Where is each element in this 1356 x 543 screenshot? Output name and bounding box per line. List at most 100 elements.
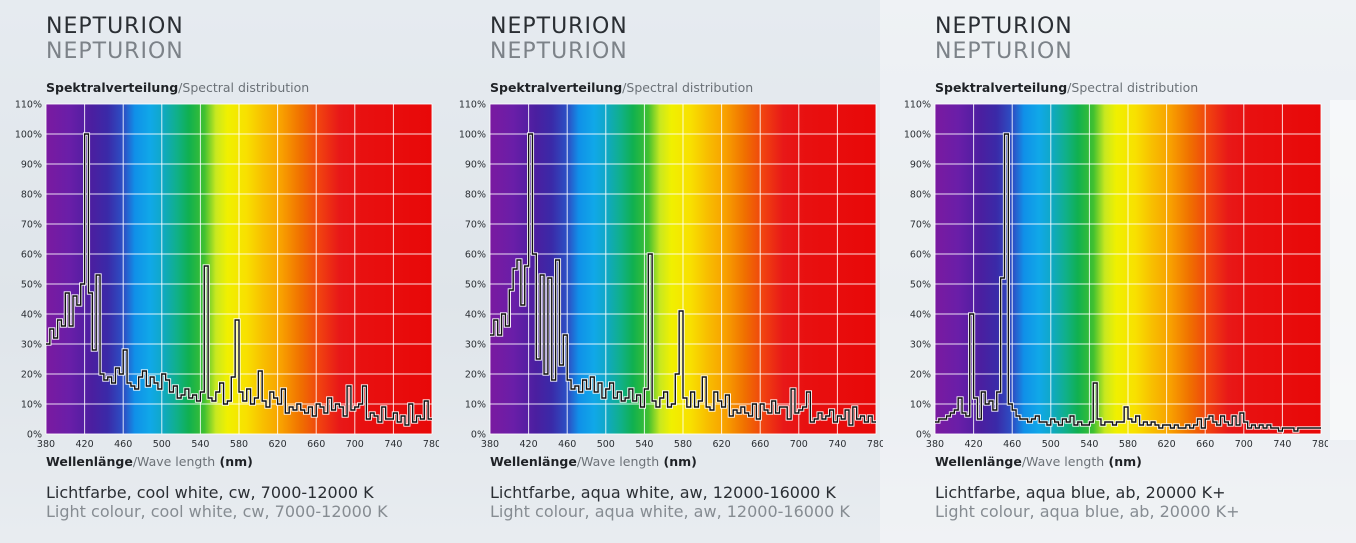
x-tick-label: 460 [114,439,132,450]
x-axis-label-de: Wellenlänge [46,454,133,469]
x-tick-label: 740 [1273,439,1291,450]
light-colour-de: Lichtfarbe, cool white, cw, 7000-12000 K [46,483,374,502]
y-tick-label: 50% [465,280,486,291]
light-colour-de: Lichtfarbe, aqua white, aw, 12000-16000 … [490,483,836,502]
y-tick-label: 20% [910,370,931,381]
x-tick-label: 780 [423,439,439,450]
light-colour-en: Light colour, cool white, cw, 7000-12000… [46,502,388,521]
spectrum-line [935,133,1321,432]
x-tick-label: 540 [1080,439,1098,450]
light-colour-en: Light colour, aqua blue, ab, 20000 K+ [935,502,1240,521]
y-tick-label: 40% [21,310,42,321]
x-tick-label: 380 [481,439,499,450]
spectral-chart: 0% 10% 20% 30% 40% 50% 60% 70% 80% 90% 100% 110% 380… [459,100,883,451]
y-tick-label: 100% [904,130,931,141]
x-axis-label-en: /Wave length [1021,454,1105,469]
spectrum-panel-cool-white: NEPTURION NEPTURION Spektralverteilung/S… [15,0,486,543]
chart-heading-de: Spektralverteilung [935,80,1068,95]
x-tick-label: 460 [1003,439,1021,450]
panel-title: NEPTURION [46,14,184,39]
panel-title: NEPTURION [935,14,1073,39]
spectral-chart: 0% 10% 20% 30% 40% 50% 60% 70% 80% 90% 100% 110% 380… [904,100,1328,451]
y-tick-label: 80% [21,190,42,201]
x-tick-label: 660 [307,439,325,450]
light-colour-de: Lichtfarbe, aqua blue, ab, 20000 K+ [935,483,1226,502]
y-tick-label: 50% [21,280,42,291]
chart-heading-en: /Spectral distribution [622,80,754,95]
x-axis-unit: (nm) [215,454,253,469]
y-tick-label: 30% [21,340,42,351]
light-colour-en: Light colour, aqua white, aw, 12000-1600… [490,502,850,521]
x-tick-label: 420 [520,439,538,450]
y-tick-label: 90% [465,160,486,171]
y-tick-label: 70% [465,220,486,231]
chart-heading: Spektralverteilung/Spectral distribution [46,80,309,95]
x-tick-label: 500 [597,439,615,450]
spectrum-panel-aqua-white: NEPTURION NEPTURION Spektralverteilung/S… [459,0,930,543]
x-tick-label: 580 [230,439,248,450]
chart-heading: Spektralverteilung/Spectral distribution [490,80,753,95]
y-tick-label: 40% [465,310,486,321]
y-tick-label: 30% [910,340,931,351]
chart-heading-de: Spektralverteilung [46,80,179,95]
x-tick-label: 420 [76,439,94,450]
y-tick-label: 100% [15,130,42,141]
x-tick-label: 620 [269,439,287,450]
background-panel [1330,100,1356,440]
x-tick-label: 700 [1235,439,1253,450]
x-axis-label-en: /Wave length [576,454,660,469]
spectrum-line [46,133,432,426]
y-tick-label: 0% [27,430,42,441]
y-tick-label: 10% [910,400,931,411]
chart-heading: Spektralverteilung/Spectral distribution [935,80,1198,95]
x-tick-label: 580 [674,439,692,450]
y-tick-label: 0% [471,430,486,441]
x-tick-label: 700 [346,439,364,450]
x-tick-label: 580 [1119,439,1137,450]
spectral-chart: 0% 10% 20% 30% 40% 50% 60% 70% 80% 90% 100% 110% 380… [15,100,439,451]
x-tick-label: 380 [926,439,944,450]
panel-subtitle: NEPTURION [46,39,184,64]
y-tick-label: 20% [21,370,42,381]
y-tick-label: 110% [904,100,931,111]
x-tick-label: 660 [1196,439,1214,450]
y-tick-label: 0% [916,430,931,441]
y-tick-label: 30% [465,340,486,351]
y-tick-label: 50% [910,280,931,291]
x-axis-label: Wellenlänge/Wave length (nm) [46,454,253,469]
panel-subtitle: NEPTURION [935,39,1073,64]
y-tick-label: 80% [465,190,486,201]
x-axis-label-de: Wellenlänge [490,454,577,469]
x-tick-label: 780 [867,439,883,450]
y-tick-label: 10% [465,400,486,411]
x-axis-label: Wellenlänge/Wave length (nm) [490,454,697,469]
y-tick-label: 40% [910,310,931,321]
x-tick-label: 700 [790,439,808,450]
x-axis-label-en: /Wave length [132,454,216,469]
panel-title: NEPTURION [490,14,628,39]
y-tick-label: 70% [910,220,931,231]
y-tick-label: 90% [21,160,42,171]
y-tick-label: 70% [21,220,42,231]
x-tick-label: 380 [37,439,55,450]
y-tick-label: 110% [459,100,486,111]
panel-subtitle: NEPTURION [490,39,628,64]
chart-heading-en: /Spectral distribution [178,80,310,95]
x-axis-label-de: Wellenlänge [935,454,1022,469]
x-tick-label: 620 [1158,439,1176,450]
chart-heading-en: /Spectral distribution [1067,80,1199,95]
x-axis-unit: (nm) [1104,454,1142,469]
x-tick-label: 740 [828,439,846,450]
y-tick-label: 10% [21,400,42,411]
x-tick-label: 540 [191,439,209,450]
y-tick-label: 100% [459,130,486,141]
x-tick-label: 500 [1042,439,1060,450]
y-tick-label: 20% [465,370,486,381]
x-tick-label: 740 [384,439,402,450]
x-tick-label: 500 [153,439,171,450]
spectrum-line [490,133,876,426]
y-tick-label: 60% [21,250,42,261]
chart-heading-de: Spektralverteilung [490,80,623,95]
y-tick-label: 60% [465,250,486,261]
x-tick-label: 540 [635,439,653,450]
